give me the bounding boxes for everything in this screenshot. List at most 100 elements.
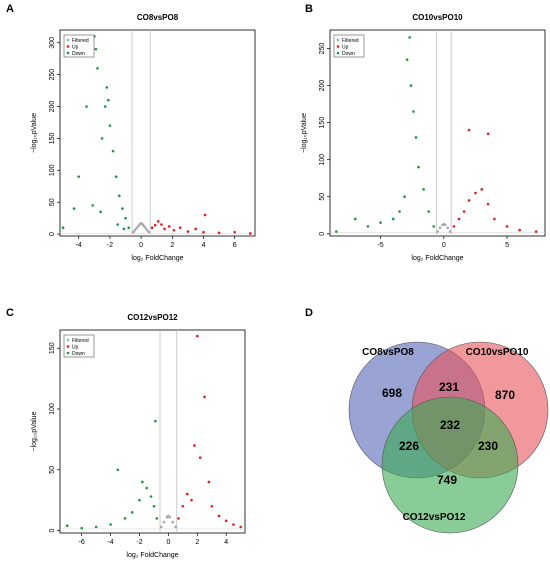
- venn-set-label-1: CO8vsPO8: [362, 347, 414, 358]
- legend-entry-b-1: Up: [342, 44, 349, 50]
- point-filtered-c-4: [168, 515, 172, 519]
- legend-entry-b-2: Down: [342, 51, 355, 57]
- legend-marker-c-0: [66, 338, 70, 342]
- y-tick-label-b-2: 100: [319, 154, 326, 166]
- y-tick-label-a-5: 250: [49, 69, 56, 81]
- legend-marker-c-2: [66, 351, 70, 355]
- point-down-a-0: [127, 226, 130, 230]
- point-down-b-13: [366, 225, 370, 228]
- point-down-a-1: [124, 216, 127, 220]
- point-filtered-c-1: [162, 520, 166, 524]
- x-tick-label-c-2: -2: [136, 539, 142, 546]
- series-filtered-c: [159, 514, 177, 529]
- point-filtered-a-3: [136, 225, 140, 228]
- y-tick-label-c-0: 0: [49, 529, 56, 533]
- x-tick-label-b-1: 0: [442, 242, 446, 249]
- point-down-a-16: [77, 175, 81, 178]
- x-tick-label-a-4: 4: [202, 242, 206, 249]
- point-up-c-5: [198, 456, 202, 459]
- point-up-a-12: [217, 231, 221, 235]
- point-up-a-8: [186, 230, 190, 233]
- y-axis-label-a: −log₁₀pValue: [31, 113, 38, 153]
- y-tick-label-a-6: 300: [49, 37, 56, 49]
- point-down-c-3: [145, 486, 149, 490]
- legend-entry-a-0: Filtered: [72, 38, 89, 44]
- y-tick-label-a-4: 200: [49, 101, 56, 113]
- point-down-b-8: [405, 58, 409, 61]
- x-tick-label-c-1: -4: [107, 539, 113, 546]
- point-up-c-11: [232, 523, 235, 526]
- point-down-c-6: [130, 511, 134, 514]
- point-up-b-1: [457, 217, 461, 221]
- venn-set-3: [381, 396, 519, 534]
- x-axis-label-c: log₂ FoldChange: [126, 552, 178, 559]
- point-filtered-b-5: [446, 226, 449, 230]
- panel-letter-c: C: [6, 307, 14, 319]
- point-down-b-5: [412, 110, 415, 113]
- point-down-b-7: [408, 36, 411, 39]
- x-tick-label-c-3: 0: [166, 539, 170, 546]
- series-filtered-a: [132, 221, 151, 234]
- point-up-a-9: [194, 227, 198, 231]
- point-down-a-5: [111, 149, 115, 153]
- point-down-a-21: [116, 223, 120, 226]
- point-down-c-13: [154, 419, 157, 423]
- point-down-a-9: [103, 105, 107, 108]
- point-down-a-2: [121, 207, 124, 210]
- point-filtered-a-1: [133, 228, 137, 232]
- point-down-c-8: [116, 468, 120, 472]
- venn-count-only-co12vspo12: 749: [437, 473, 457, 487]
- point-down-c-7: [123, 517, 127, 520]
- legend-marker-a-0: [66, 38, 70, 42]
- x-tick-label-c-4: 2: [195, 539, 199, 546]
- volcano-plot-c: C CO12vsPO12 -6 -4 -2 0 2 4 0 50 100 150 log₂ FoldCh…: [6, 307, 246, 559]
- point-filtered-b-6: [448, 230, 452, 233]
- point-filtered-c-0: [159, 525, 163, 529]
- point-up-c-3: [190, 498, 193, 502]
- point-up-a-6: [172, 228, 176, 232]
- y-tick-label-b-4: 200: [319, 80, 326, 92]
- venn-set-label-2: CO10vsPO10: [466, 347, 529, 358]
- series-up-b: [452, 128, 538, 233]
- point-down-c-9: [109, 523, 112, 526]
- point-down-b-12: [379, 221, 382, 224]
- point-down-a-7: [107, 98, 110, 102]
- point-down-a-4: [114, 175, 118, 178]
- y-tick-label-c-1: 50: [49, 466, 56, 474]
- legend-entry-c-2: Down: [72, 351, 85, 357]
- point-up-c-4: [196, 334, 199, 338]
- point-filtered-a-2: [135, 227, 138, 230]
- point-filtered-b-1: [438, 226, 442, 230]
- point-down-a-22: [122, 227, 126, 231]
- y-tick-label-b-5: 250: [319, 43, 326, 55]
- point-down-c-2: [149, 495, 153, 498]
- point-up-a-10: [202, 230, 205, 234]
- x-tick-label-b-2: 5: [505, 242, 509, 249]
- point-up-a-5: [167, 225, 171, 228]
- point-down-c-10: [94, 525, 98, 529]
- venn-count-co10vspo10-co12vspo12: 230: [478, 439, 498, 453]
- point-down-a-10: [100, 137, 104, 140]
- x-axis-label-b: log₂ FoldChange: [411, 255, 463, 262]
- point-down-c-0: [155, 517, 159, 520]
- point-down-a-12: [94, 47, 98, 51]
- point-up-a-7: [178, 226, 182, 230]
- point-down-b-15: [335, 230, 338, 233]
- point-up-c-7: [207, 480, 211, 484]
- x-tick-label-a-1: -2: [107, 242, 113, 249]
- point-up-b-2: [462, 210, 466, 213]
- point-up-a-2: [156, 220, 160, 223]
- x-axis-label-a: log₂ FoldChange: [131, 255, 183, 262]
- y-axis-label-b: −log₁₀pValue: [301, 113, 308, 153]
- point-down-c-11: [80, 526, 83, 530]
- point-up-a-11: [203, 213, 207, 217]
- point-down-b-14: [353, 217, 357, 221]
- point-filtered-c-6: [174, 525, 177, 529]
- plot-frame-c: [59, 329, 246, 534]
- point-down-b-10: [398, 210, 401, 213]
- y-tick-label-a-3: 150: [49, 132, 56, 144]
- series-up-c: [177, 334, 242, 529]
- legend-box-c: [63, 334, 95, 358]
- y-tick-label-b-0: 0: [319, 232, 326, 236]
- legend-marker-b-2: [336, 51, 340, 55]
